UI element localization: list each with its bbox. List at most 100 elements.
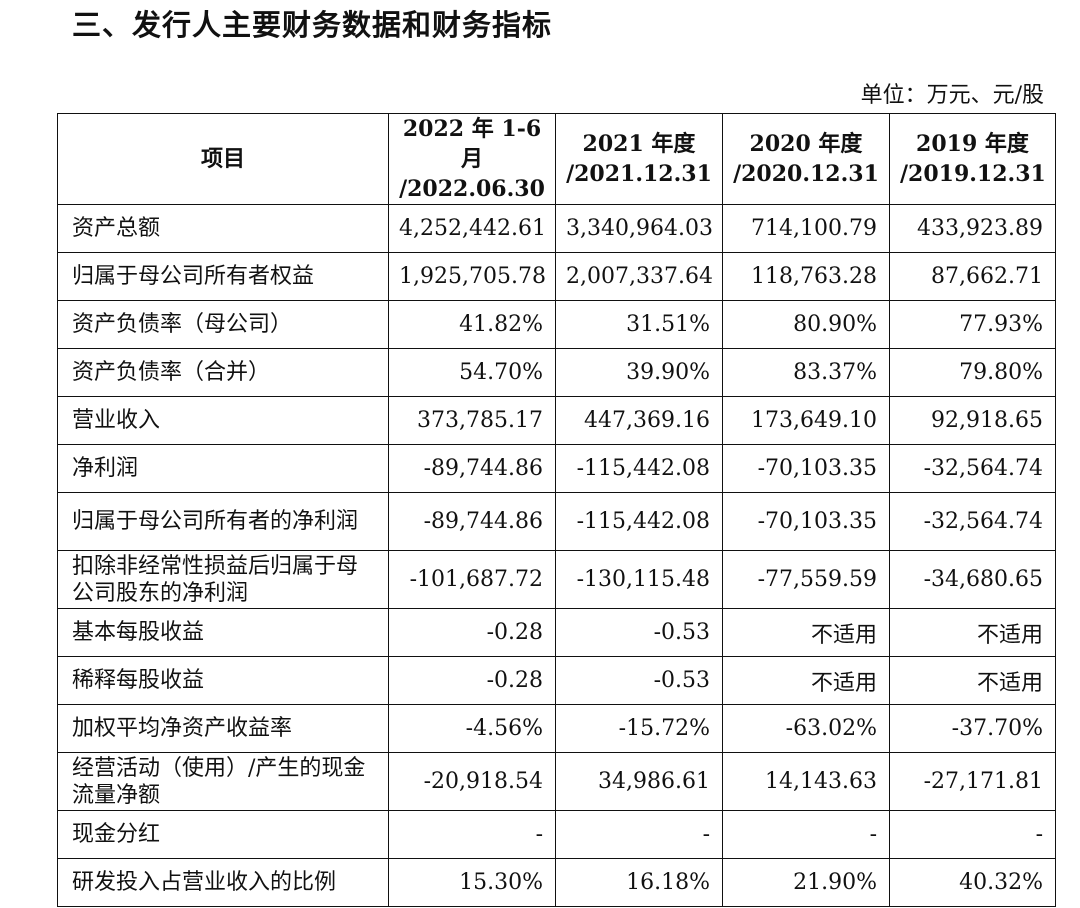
header-period-2022h1: 2022 年 1-6 月/2022.06.30	[388, 113, 556, 205]
cell-value: 83.37%	[722, 348, 890, 397]
cell-value: 不适用	[722, 608, 890, 657]
header-period-2021: 2021 年度/2021.12.31	[555, 113, 723, 205]
cell-value: -89,744.86	[388, 492, 556, 551]
header-line2: /2022.06.30	[399, 176, 545, 202]
section-title: 三、发行人主要财务数据和财务指标	[72, 8, 553, 42]
table-row: 扣除非经常性损益后归属于母公司股东的净利润 -101,687.72 -130,115…	[57, 550, 1056, 609]
cell-value: 54.70%	[388, 348, 556, 397]
cell-value: -63.02%	[722, 704, 890, 753]
unit-note: 单位：万元、元/股	[860, 83, 1044, 108]
cell-value: 不适用	[889, 608, 1056, 657]
table-row: 营业收入 373,785.17 447,369.16 173,649.10 92,918…	[57, 396, 1056, 445]
cell-value: 173,649.10	[722, 396, 890, 445]
header-line2: /2019.12.31	[900, 161, 1046, 187]
row-label: 基本每股收益	[57, 608, 389, 657]
cell-value: -32,564.74	[889, 492, 1056, 551]
cell-value: 不适用	[722, 656, 890, 705]
cell-value: -	[722, 810, 890, 859]
table-row: 净利润 -89,744.86 -115,442.08 -70,103.35 -32,56…	[57, 444, 1056, 493]
cell-value: -20,918.54	[388, 752, 556, 811]
cell-value: 77.93%	[889, 300, 1056, 349]
cell-value: -	[889, 810, 1056, 859]
financial-data-table: 项目 2022 年 1-6 月/2022.06.30 2021 年度/2021.…	[57, 113, 1056, 907]
cell-value: 714,100.79	[722, 204, 890, 253]
cell-value: 15.30%	[388, 858, 556, 907]
table-row: 稀释每股收益 -0.28 -0.53 不适用 不适用	[57, 656, 1056, 705]
cell-value: -0.28	[388, 608, 556, 657]
cell-value: -	[555, 810, 723, 859]
cell-value: -32,564.74	[889, 444, 1056, 493]
row-label: 经营活动（使用）/产生的现金流量净额	[57, 752, 389, 811]
header-label: 项目	[200, 146, 245, 172]
cell-value: 80.90%	[722, 300, 890, 349]
row-label: 资产负债率（合并）	[57, 348, 389, 397]
row-label: 资产总额	[57, 204, 389, 253]
header-line1: 2021 年度	[582, 131, 696, 157]
cell-value: 433,923.89	[889, 204, 1056, 253]
header-line2: /2020.12.31	[733, 161, 879, 187]
cell-value: 16.18%	[555, 858, 723, 907]
cell-value: -115,442.08	[555, 492, 723, 551]
header-row: 项目 2022 年 1-6 月/2022.06.30 2021 年度/2021.…	[57, 113, 1056, 205]
cell-value: -70,103.35	[722, 444, 890, 493]
table-row: 归属于母公司所有者的净利润 -89,744.86 -115,442.08 -70,10…	[57, 492, 1056, 551]
row-label: 资产负债率（母公司）	[57, 300, 389, 349]
cell-value: 39.90%	[555, 348, 723, 397]
cell-value: 92,918.65	[889, 396, 1056, 445]
cell-value: -130,115.48	[555, 550, 723, 609]
row-label: 归属于母公司所有者的净利润	[57, 492, 389, 551]
cell-value: -4.56%	[388, 704, 556, 753]
cell-value: -115,442.08	[555, 444, 723, 493]
cell-value: -27,171.81	[889, 752, 1056, 811]
row-label: 归属于母公司所有者权益	[57, 252, 389, 301]
header-line1: 2022 年 1-6 月	[402, 116, 542, 172]
cell-value: -70,103.35	[722, 492, 890, 551]
row-label: 扣除非经常性损益后归属于母公司股东的净利润	[57, 550, 389, 609]
cell-value: 79.80%	[889, 348, 1056, 397]
table-row: 资产负债率（合并） 54.70% 39.90% 83.37% 79.80%	[57, 348, 1056, 397]
row-label: 现金分红	[57, 810, 389, 859]
table-row: 归属于母公司所有者权益 1,925,705.78 2,007,337.64 118,7…	[57, 252, 1056, 301]
cell-value: 3,340,964.03	[555, 204, 723, 253]
cell-value: -	[388, 810, 556, 859]
cell-value: -89,744.86	[388, 444, 556, 493]
row-label: 净利润	[57, 444, 389, 493]
table-row: 加权平均净资产收益率 -4.56% -15.72% -63.02% -37.70%	[57, 704, 1056, 753]
table-row: 经营活动（使用）/产生的现金流量净额 -20,918.54 34,986.61 14,…	[57, 752, 1056, 811]
header-line1: 2020 年度	[749, 131, 863, 157]
header-period-2020: 2020 年度/2020.12.31	[722, 113, 890, 205]
header-period-2019: 2019 年度/2019.12.31	[889, 113, 1056, 205]
cell-value: 21.90%	[722, 858, 890, 907]
table-row: 资产负债率（母公司） 41.82% 31.51% 80.90% 77.93%	[57, 300, 1056, 349]
cell-value: -0.28	[388, 656, 556, 705]
cell-value: 4,252,442.61	[388, 204, 556, 253]
cell-value: 2,007,337.64	[555, 252, 723, 301]
table-row: 资产总额 4,252,442.61 3,340,964.03 714,100.79 43…	[57, 204, 1056, 253]
row-label: 稀释每股收益	[57, 656, 389, 705]
cell-value: 373,785.17	[388, 396, 556, 445]
cell-value: 447,369.16	[555, 396, 723, 445]
header-line2: /2021.12.31	[566, 161, 712, 187]
table-row: 基本每股收益 -0.28 -0.53 不适用 不适用	[57, 608, 1056, 657]
cell-value: 不适用	[889, 656, 1056, 705]
cell-value: 41.82%	[388, 300, 556, 349]
row-label: 营业收入	[57, 396, 389, 445]
table-row: 研发投入占营业收入的比例 15.30% 16.18% 21.90% 40.32%	[57, 858, 1056, 907]
header-line1: 2019 年度	[916, 131, 1029, 157]
row-label: 研发投入占营业收入的比例	[57, 858, 389, 907]
cell-value: -0.53	[555, 608, 723, 657]
table-row: 现金分红 - - - -	[57, 810, 1056, 859]
cell-value: 40.32%	[889, 858, 1056, 907]
header-item: 项目	[57, 113, 389, 205]
cell-value: 87,662.71	[889, 252, 1056, 301]
cell-value: 34,986.61	[555, 752, 723, 811]
cell-value: -0.53	[555, 656, 723, 705]
cell-value: 31.51%	[555, 300, 723, 349]
cell-value: -101,687.72	[388, 550, 556, 609]
cell-value: 118,763.28	[722, 252, 890, 301]
cell-value: 14,143.63	[722, 752, 890, 811]
row-label: 加权平均净资产收益率	[57, 704, 389, 753]
cell-value: -37.70%	[889, 704, 1056, 753]
cell-value: -15.72%	[555, 704, 723, 753]
cell-value: 1,925,705.78	[388, 252, 556, 301]
